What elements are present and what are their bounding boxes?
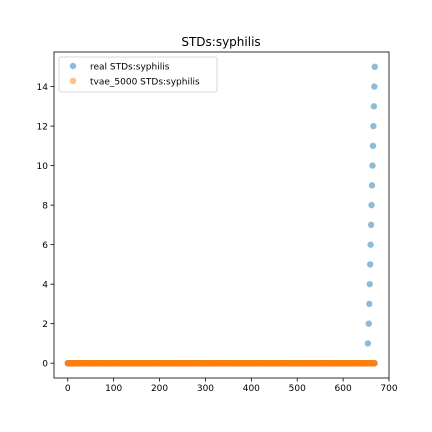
- data-point: [366, 300, 373, 308]
- series-1: [64, 359, 378, 367]
- data-point: [366, 280, 373, 288]
- x-tick-label: 0: [65, 384, 71, 394]
- x-tick-label: 700: [380, 384, 397, 394]
- legend-label-real: real STDs:syphilis: [90, 63, 170, 73]
- data-point: [368, 201, 375, 209]
- x-tick-label: 100: [105, 384, 122, 394]
- data-point: [364, 340, 372, 347]
- plot-area: [54, 52, 389, 378]
- y-axis: 0 2 4 6 8 10 12 14: [37, 83, 54, 369]
- data-point: [365, 320, 373, 327]
- data-point: [369, 142, 377, 150]
- x-tick-label: 600: [335, 384, 352, 394]
- chart-title: STDs:syphilis: [181, 35, 260, 49]
- legend-label-tvae: tvae_5000 STDs:syphilis: [90, 78, 200, 88]
- y-tick-label: 14: [37, 83, 49, 93]
- y-tick-label: 8: [42, 201, 48, 211]
- data-point: [367, 221, 375, 229]
- data-point: [371, 63, 378, 71]
- data-point: [370, 103, 378, 110]
- data-point: [369, 162, 376, 169]
- data-point: [371, 359, 378, 367]
- plot-frame: [53, 51, 390, 379]
- x-tick-label: 200: [151, 384, 168, 394]
- legend-marker-real: [69, 62, 77, 70]
- x-axis: 0 100 200 300 400 500 600 700: [65, 378, 398, 394]
- legend-box: [58, 56, 218, 93]
- y-tick-label: 6: [42, 241, 48, 251]
- data-point: [370, 122, 377, 130]
- y-tick-label: 4: [42, 280, 48, 290]
- data-marks: [64, 63, 378, 367]
- data-point: [367, 241, 374, 248]
- y-tick-label: 12: [37, 122, 48, 132]
- y-tick-label: 0: [42, 359, 48, 369]
- y-tick-label: 2: [42, 320, 48, 330]
- x-tick-label: 500: [289, 384, 306, 394]
- x-tick-label: 400: [243, 384, 260, 394]
- data-point: [371, 83, 378, 90]
- legend: real STDs:syphilis tvae_5000 STDs:syphil…: [58, 56, 218, 93]
- data-point: [366, 261, 374, 268]
- x-tick-label: 300: [197, 384, 214, 394]
- legend-marker-tvae: [69, 77, 77, 85]
- y-tick-label: 10: [37, 162, 49, 172]
- data-point: [368, 182, 376, 189]
